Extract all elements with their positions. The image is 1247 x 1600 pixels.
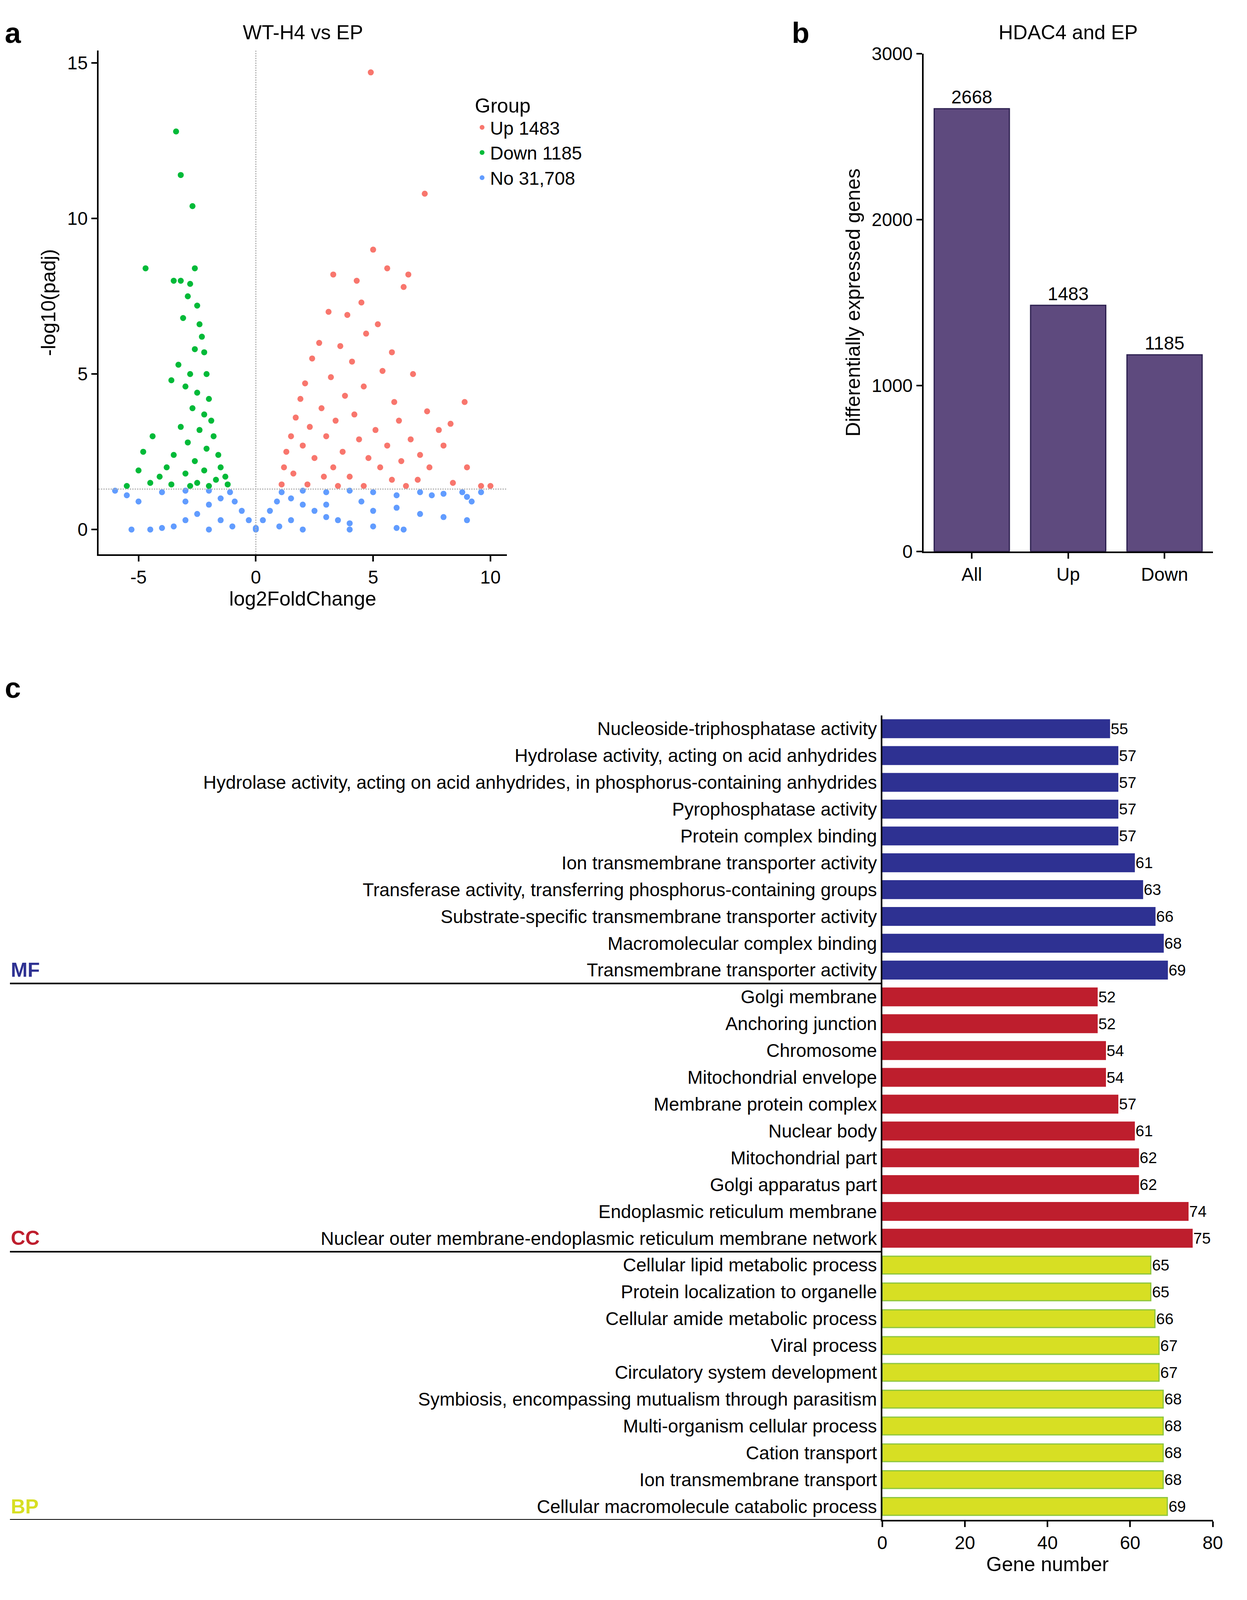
svg-text:52: 52 [1098,1014,1116,1033]
svg-text:Up: Up [1056,563,1080,585]
svg-text:Hydrolase activity, acting on: Hydrolase activity, acting on acid anhyd… [514,744,877,766]
svg-text:5: 5 [77,363,88,385]
svg-text:Viral process: Viral process [770,1334,878,1356]
svg-text:Endoplasmic reticulum membrane: Endoplasmic reticulum membrane [598,1200,877,1222]
svg-text:62: 62 [1139,1175,1157,1193]
svg-text:Protein localization to organe: Protein localization to organelle [620,1281,877,1302]
svg-text:40: 40 [1037,1531,1058,1553]
svg-text:1185: 1185 [1144,332,1185,354]
svg-text:61: 61 [1135,1121,1153,1140]
svg-text:67: 67 [1160,1363,1178,1381]
svg-text:66: 66 [1156,1309,1174,1328]
svg-text:68: 68 [1164,934,1182,952]
svg-text:Golgi apparatus part: Golgi apparatus part [710,1174,878,1195]
svg-text:Hydrolase activity, acting on: Hydrolase activity, acting on acid anhyd… [203,771,878,793]
svg-text:0: 0 [902,540,913,562]
svg-text:-5: -5 [130,566,147,588]
svg-text:b: b [791,16,810,49]
svg-text:Mitochondrial part: Mitochondrial part [730,1147,878,1169]
svg-text:MF: MF [10,958,40,981]
svg-text:c: c [4,671,21,704]
svg-text:Nuclear outer membrane-endopla: Nuclear outer membrane-endoplasmic retic… [320,1227,878,1249]
svg-text:Down 1185: Down 1185 [490,142,582,164]
svg-text:CC: CC [10,1226,40,1250]
svg-text:Membrane protein complex: Membrane protein complex [653,1093,877,1115]
svg-text:68: 68 [1164,1443,1182,1461]
svg-text:Transmembrane transporter acti: Transmembrane transporter activity [586,959,877,981]
svg-text:57: 57 [1118,1095,1137,1113]
svg-text:2668: 2668 [951,86,993,108]
svg-text:2000: 2000 [871,209,913,231]
svg-text:Cellular macromolecule catabol: Cellular macromolecule catabolic process [536,1495,878,1517]
svg-text:67: 67 [1160,1336,1178,1354]
svg-text:Macromolecular complex binding: Macromolecular complex binding [607,932,877,954]
svg-text:Protein complex binding: Protein complex binding [680,825,878,847]
svg-text:Group: Group [474,94,531,118]
svg-text:15: 15 [67,52,88,74]
svg-text:0: 0 [77,518,88,540]
svg-text:Ion transmembrane transporter: Ion transmembrane transporter activity [561,852,877,874]
svg-text:Transferase activity, transfer: Transferase activity, transferring phosp… [362,879,878,900]
svg-text:57: 57 [1118,746,1137,765]
svg-text:65: 65 [1152,1256,1170,1274]
svg-text:Substrate-specific transmembra: Substrate-specific transmembrane transpo… [440,905,878,927]
svg-text:Down: Down [1140,563,1189,585]
svg-text:BP: BP [10,1495,39,1518]
svg-text:20: 20 [954,1531,975,1553]
svg-text:Cation transport: Cation transport [745,1442,877,1463]
svg-text:Cellular amide metabolic proce: Cellular amide metabolic process [605,1307,878,1329]
svg-text:HDAC4 and EP: HDAC4 and EP [998,21,1138,44]
svg-text:63: 63 [1143,880,1161,898]
svg-text:74: 74 [1189,1202,1207,1220]
svg-text:Nucleoside-triphosphatase acti: Nucleoside-triphosphatase activity [597,718,878,739]
svg-text:60: 60 [1119,1531,1141,1553]
svg-text:75: 75 [1193,1229,1211,1247]
svg-text:52: 52 [1098,988,1116,1006]
svg-text:69: 69 [1168,1497,1186,1515]
svg-text:Circulatory system development: Circulatory system development [614,1361,878,1383]
svg-text:68: 68 [1164,1390,1182,1408]
svg-text:Anchoring junction: Anchoring junction [725,1012,877,1034]
svg-text:57: 57 [1118,827,1137,845]
svg-text:3000: 3000 [871,43,913,65]
svg-text:All: All [961,563,983,585]
svg-text:55: 55 [1110,720,1128,738]
svg-text:Pyrophosphatase activity: Pyrophosphatase activity [671,798,877,820]
svg-text:1483: 1483 [1047,283,1089,305]
svg-text:1000: 1000 [871,375,913,396]
svg-text:Cellular lipid metabolic proce: Cellular lipid metabolic process [623,1254,878,1276]
svg-text:a: a [4,16,22,49]
svg-text:80: 80 [1202,1531,1223,1553]
svg-text:0: 0 [877,1531,888,1553]
svg-text:Symbiosis, encompassing mutual: Symbiosis, encompassing mutualism throug… [417,1388,877,1410]
svg-text:Multi-organism cellular proces: Multi-organism cellular process [623,1415,878,1437]
svg-text:Nuclear body: Nuclear body [768,1120,878,1142]
svg-text:61: 61 [1135,853,1153,872]
svg-text:10: 10 [67,207,88,229]
svg-text:Ion transmembrane transport: Ion transmembrane transport [639,1468,877,1490]
svg-text:54: 54 [1106,1068,1124,1086]
svg-text:62: 62 [1139,1148,1157,1167]
svg-text:68: 68 [1164,1470,1182,1488]
svg-text:Differentially expressed genes: Differentially expressed genes [841,168,865,437]
svg-text:No 31,708: No 31,708 [490,167,576,189]
svg-text:Gene number: Gene number [986,1552,1109,1576]
svg-text:69: 69 [1168,961,1186,979]
svg-text:54: 54 [1106,1041,1124,1060]
svg-text:0: 0 [250,566,262,588]
svg-text:-log10(padj): -log10(padj) [37,248,60,356]
svg-text:10: 10 [480,566,501,588]
svg-text:68: 68 [1164,1416,1182,1435]
svg-text:Up 1483: Up 1483 [490,117,560,139]
svg-text:log2FoldChange: log2FoldChange [229,587,377,610]
svg-text:5: 5 [367,566,379,588]
svg-text:65: 65 [1152,1283,1170,1301]
svg-text:Mitochondrial envelope: Mitochondrial envelope [687,1066,878,1088]
svg-text:57: 57 [1118,800,1137,818]
svg-text:66: 66 [1156,907,1174,925]
svg-text:57: 57 [1118,773,1137,791]
svg-text:Golgi membrane: Golgi membrane [740,986,878,1007]
svg-text:WT-H4 vs EP: WT-H4 vs EP [242,21,364,44]
svg-text:Chromosome: Chromosome [766,1039,878,1061]
